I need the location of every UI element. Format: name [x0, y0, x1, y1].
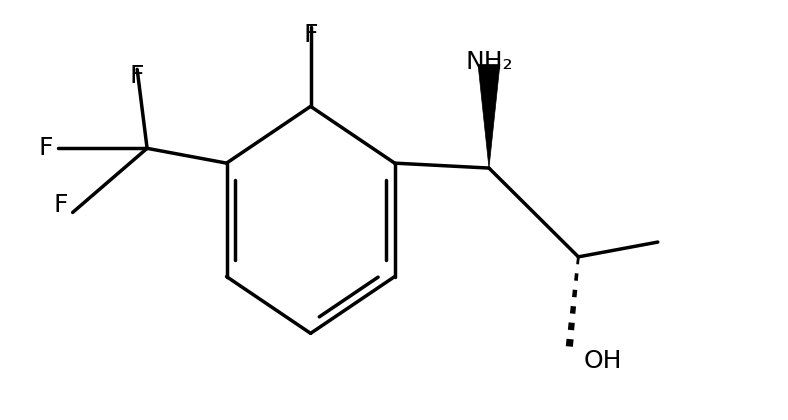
Polygon shape [478, 64, 500, 168]
Text: F: F [130, 64, 144, 89]
Text: NH₂: NH₂ [465, 50, 513, 74]
Text: F: F [303, 23, 318, 47]
Text: F: F [53, 193, 68, 218]
Text: OH: OH [583, 349, 622, 373]
Text: F: F [39, 136, 53, 160]
